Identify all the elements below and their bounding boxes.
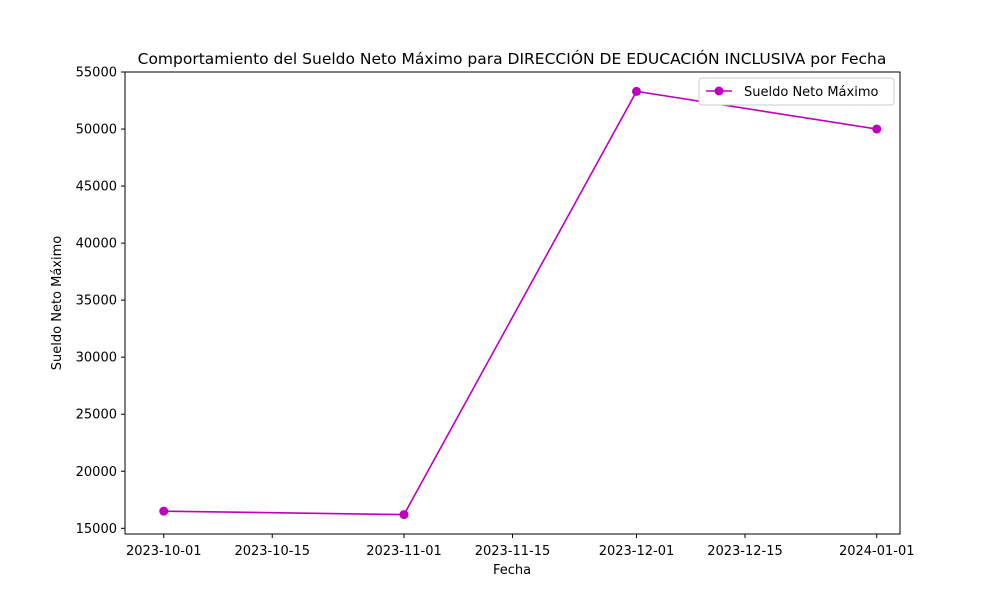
y-tick-label: 40000: [76, 237, 117, 252]
y-tick-label: 15000: [76, 522, 117, 537]
data-point: [872, 124, 882, 134]
y-tick-label: 20000: [76, 465, 117, 480]
data-point: [399, 510, 409, 520]
x-tick-label: 2023-11-15: [475, 544, 551, 559]
y-tick-label: 55000: [76, 66, 117, 81]
y-axis: 15000 20000 25000 30000 35000 40000 45000 50000…: [76, 66, 125, 537]
legend-box: [698, 77, 895, 106]
plot-area: [124, 71, 901, 535]
series-group: [159, 86, 882, 520]
legend-marker-swatch: [714, 86, 724, 96]
x-tick-label: 2023-10-01: [126, 544, 202, 559]
y-tick-label: 25000: [76, 408, 117, 423]
x-axis-label: Fecha: [493, 563, 531, 578]
data-point: [632, 86, 641, 96]
data-point: [159, 506, 169, 516]
y-tick-label: 50000: [76, 123, 117, 138]
chart-title: Comportamiento del Sueldo Neto Máximo pa…: [138, 49, 887, 68]
y-tick-label: 35000: [76, 294, 117, 309]
legend: Sueldo Neto Máximo: [698, 77, 895, 106]
y-tick-label: 30000: [76, 351, 117, 366]
x-axis: 2023-10-01 2023-10-15 2023-11-01 2023-11-15…: [126, 534, 915, 559]
x-tick-label: 2023-11-01: [366, 544, 442, 559]
y-axis-label: Sueldo Neto Máximo: [50, 236, 65, 370]
x-tick-label: 2023-12-01: [599, 544, 675, 559]
legend-label: Sueldo Neto Máximo: [744, 85, 878, 100]
x-tick-label: 2024-01-01: [839, 544, 915, 559]
x-tick-label: 2023-10-15: [234, 544, 310, 559]
x-tick-label: 2023-12-15: [707, 544, 783, 559]
y-tick-label: 45000: [76, 180, 117, 195]
series-line: [163, 90, 877, 516]
